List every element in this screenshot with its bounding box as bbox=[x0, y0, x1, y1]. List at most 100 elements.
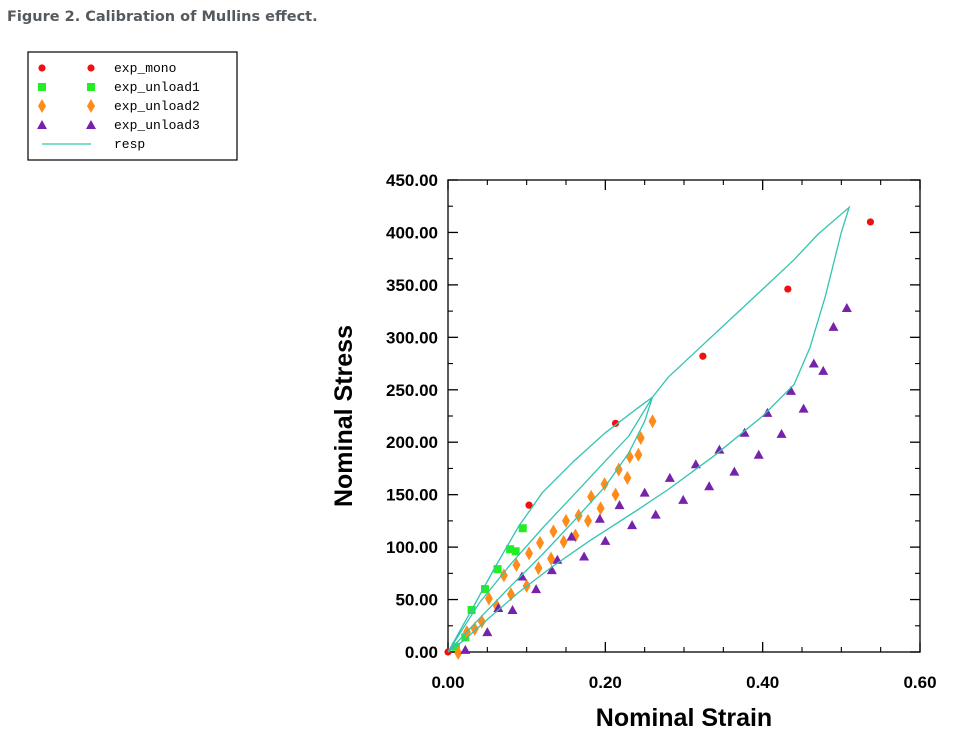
plot-series bbox=[444, 205, 875, 661]
exp-unload2-point bbox=[614, 462, 623, 477]
y-tick-label: 0.00 bbox=[405, 643, 438, 662]
exp-unload3-point bbox=[460, 644, 471, 654]
exp-unload3-point bbox=[627, 520, 638, 530]
exp-unload2-point bbox=[506, 587, 515, 602]
exp-unload2-point bbox=[596, 501, 605, 516]
exp-unload3-point bbox=[690, 459, 701, 469]
y-tick-label: 300.00 bbox=[386, 328, 438, 347]
exp-unload3-point bbox=[753, 449, 764, 459]
x-tick-label: 0.20 bbox=[589, 673, 622, 692]
legend-marker-exp-unload1 bbox=[38, 83, 46, 91]
exp-unload2-point bbox=[536, 535, 545, 550]
legend-label: exp_unload3 bbox=[114, 118, 200, 133]
exp-unload2-point bbox=[549, 524, 558, 539]
exp-unload1-point bbox=[493, 565, 502, 574]
exp-unload2-point bbox=[648, 414, 657, 429]
exp-unload3-point bbox=[579, 551, 590, 561]
exp-unload2-point bbox=[584, 513, 593, 528]
series-exp-unload2 bbox=[454, 414, 657, 661]
exp-unload2-point bbox=[525, 546, 534, 561]
exp-unload3-point bbox=[639, 487, 650, 497]
y-tick-label: 150.00 bbox=[386, 486, 438, 505]
legend: exp_mono exp_unload1 exp_unload2 exp_unload… bbox=[27, 51, 238, 161]
exp-unload2-point bbox=[499, 568, 508, 583]
exp-unload3-point bbox=[600, 535, 611, 545]
y-tick-label: 250.00 bbox=[386, 381, 438, 400]
exp-mono-point bbox=[784, 285, 792, 293]
exp-mono-point bbox=[525, 501, 533, 509]
exp-unload1-point bbox=[480, 585, 489, 594]
exp-unload3-point bbox=[828, 321, 839, 331]
y-tick-label: 200.00 bbox=[386, 433, 438, 452]
series-resp bbox=[447, 205, 851, 653]
exp-unload3-point bbox=[650, 509, 661, 519]
exp-unload3-point bbox=[729, 466, 740, 476]
y-axis-label: Nominal Stress bbox=[330, 325, 358, 507]
exp-mono-point bbox=[699, 352, 707, 360]
legend-label: exp_unload1 bbox=[114, 80, 200, 95]
legend-label: resp bbox=[114, 137, 145, 152]
exp-unload3-point bbox=[739, 427, 750, 437]
exp-unload3-point bbox=[507, 605, 518, 615]
exp-unload3-point bbox=[841, 302, 852, 312]
exp-unload3-point bbox=[808, 358, 819, 368]
exp-mono-point bbox=[866, 218, 875, 226]
exp-unload2-point bbox=[562, 513, 570, 528]
exp-unload1-point bbox=[461, 633, 470, 642]
legend-marker-exp-unload3 bbox=[37, 120, 47, 129]
legend-marker-exp-unload2 bbox=[38, 99, 46, 113]
legend-label: exp_mono bbox=[114, 61, 176, 76]
exp-unload1-point bbox=[506, 545, 515, 554]
legend-marker-exp-unload2 bbox=[87, 99, 95, 113]
exp-unload2-point bbox=[623, 470, 632, 485]
legend-label: exp_unload2 bbox=[114, 99, 200, 114]
series-exp-mono bbox=[444, 218, 875, 656]
exp-unload2-point bbox=[547, 551, 556, 566]
exp-unload3-point bbox=[614, 500, 625, 510]
exp-unload3-point bbox=[714, 444, 725, 454]
exp-unload2-point bbox=[484, 591, 493, 606]
legend-marker-exp-mono bbox=[87, 64, 95, 72]
exp-unload3-point bbox=[482, 627, 493, 637]
x-tick-label: 0.40 bbox=[746, 673, 779, 692]
x-tick-label: 0.60 bbox=[903, 673, 936, 692]
x-tick-label: 0.00 bbox=[431, 673, 464, 692]
y-tick-label: 50.00 bbox=[395, 591, 438, 610]
legend-marker-exp-unload1 bbox=[87, 83, 95, 91]
y-tick-label: 100.00 bbox=[386, 538, 438, 557]
resp-curve bbox=[447, 205, 851, 653]
legend-box bbox=[27, 51, 238, 161]
exp-unload2-point bbox=[534, 561, 543, 576]
exp-unload3-point bbox=[785, 385, 796, 395]
exp-unload1-point bbox=[511, 547, 520, 556]
exp-mono-point bbox=[611, 419, 620, 427]
exp-unload1-point bbox=[518, 524, 527, 533]
y-tick-label: 450.00 bbox=[386, 171, 438, 190]
exp-unload3-point bbox=[594, 513, 605, 523]
legend-marker-exp-unload3 bbox=[86, 120, 96, 129]
series-exp-unload3 bbox=[460, 302, 852, 654]
exp-unload3-point bbox=[704, 481, 715, 491]
x-axis-label: Nominal Strain bbox=[596, 704, 772, 732]
y-tick-label: 400.00 bbox=[386, 223, 438, 242]
exp-unload2-point bbox=[600, 477, 609, 492]
exp-unload2-point bbox=[636, 431, 645, 446]
exp-unload3-point bbox=[776, 428, 787, 438]
exp-unload3-point bbox=[531, 584, 542, 594]
exp-unload2-point bbox=[611, 487, 620, 502]
plot-frame bbox=[447, 179, 921, 653]
y-tick-label: 350.00 bbox=[386, 276, 438, 295]
exp-unload2-point bbox=[512, 557, 521, 572]
exp-unload3-point bbox=[566, 531, 577, 541]
legend-marker-exp-mono bbox=[38, 64, 46, 72]
exp-unload3-point bbox=[798, 403, 809, 413]
figure-caption: Figure 2. Calibration of Mullins effect. bbox=[7, 9, 318, 25]
exp-unload3-point bbox=[664, 472, 675, 482]
exp-unload2-point bbox=[634, 447, 643, 462]
exp-unload3-point bbox=[818, 365, 829, 375]
exp-unload2-point bbox=[454, 646, 463, 661]
exp-unload3-point bbox=[493, 602, 504, 612]
exp-unload2-point bbox=[559, 534, 568, 549]
exp-unload3-point bbox=[678, 494, 689, 504]
